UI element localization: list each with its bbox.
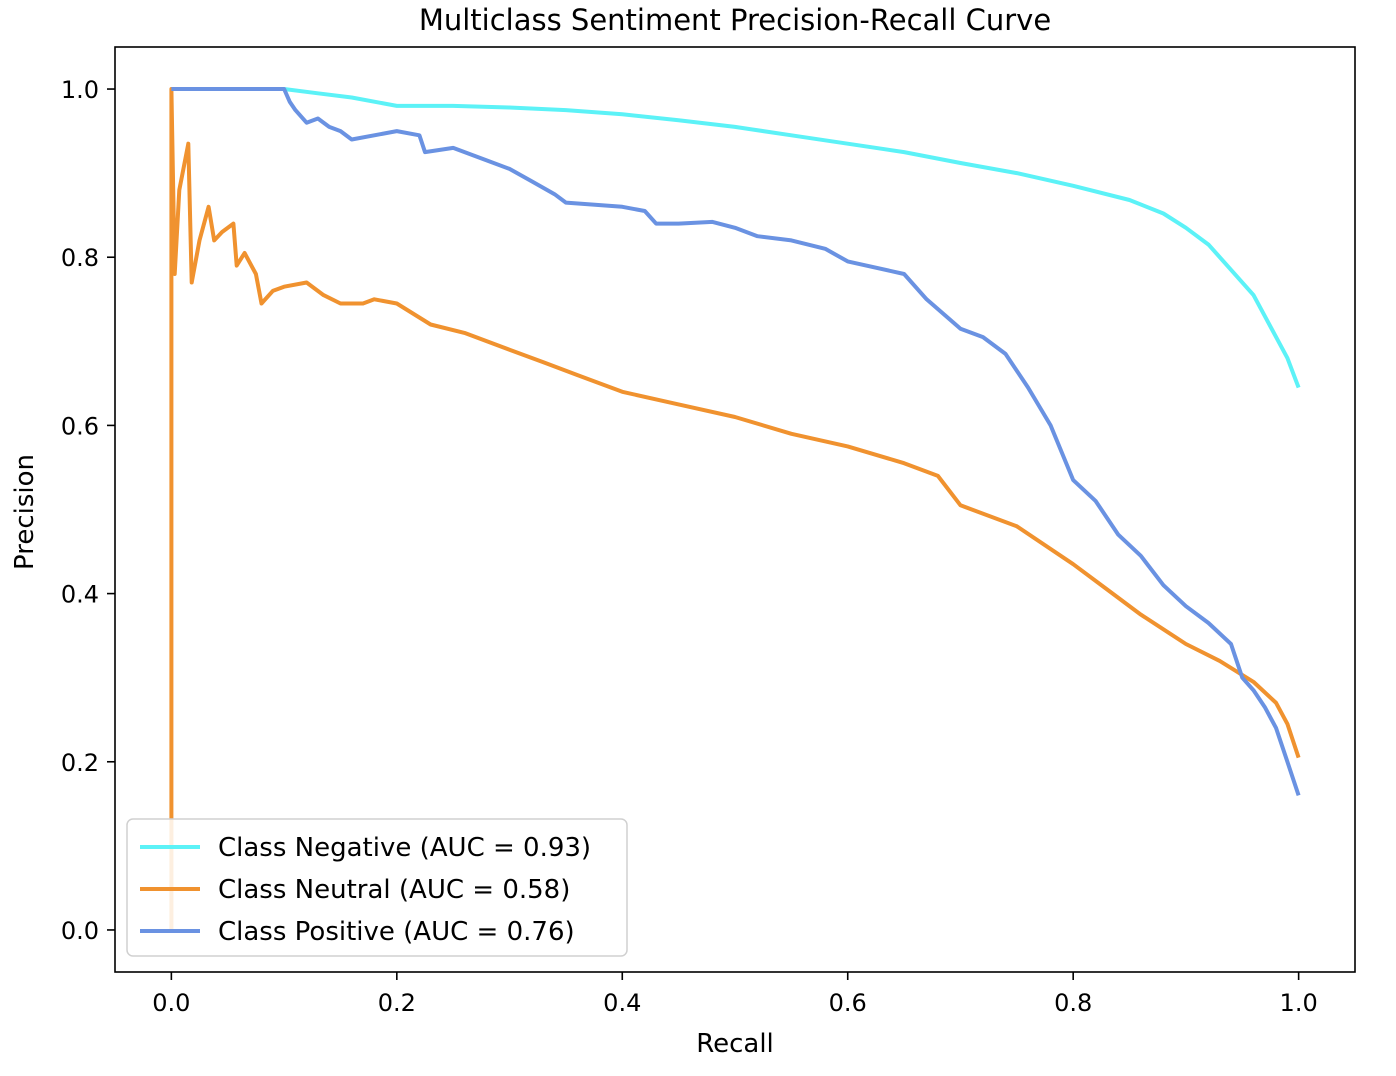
series-line-1 [169, 87, 1301, 930]
chart-title: Multiclass Sentiment Precision-Recall Cu… [419, 3, 1051, 37]
x-axis: 0.0 0.2 0.4 0.6 0.8 1.0 [152, 972, 1318, 1017]
legend-label-0: Class Negative (AUC = 0.93) [218, 833, 591, 863]
series-line-0 [171, 87, 1301, 389]
legend-label-2: Class Positive (AUC = 0.76) [218, 917, 575, 947]
plot-frame [114, 46, 1356, 973]
x-tick-label: 0.4 [603, 989, 641, 1017]
x-tick-label: 0.2 [378, 989, 416, 1017]
y-tick-label: 1.0 [61, 76, 99, 104]
legend-frame [126, 818, 628, 957]
x-tick-label: 0.8 [1054, 989, 1092, 1017]
y-axis: 0.0 0.2 0.4 0.6 0.8 1.0 [61, 76, 115, 945]
y-tick-label: 0.8 [61, 244, 99, 272]
plot-area [169, 87, 1301, 930]
y-tick-label: 0.4 [61, 581, 99, 609]
legend-label-1: Class Neutral (AUC = 0.58) [218, 875, 570, 905]
x-tick-label: 0.6 [829, 989, 867, 1017]
x-tick-label: 0.0 [152, 989, 190, 1017]
x-tick-label: 1.0 [1280, 989, 1318, 1017]
y-axis-title: Precision [10, 454, 40, 570]
y-tick-label: 0.6 [61, 412, 99, 440]
y-tick-label: 0.2 [61, 749, 99, 777]
y-tick-label: 0.0 [61, 917, 99, 945]
series-line-2 [171, 87, 1301, 797]
x-axis-title: Recall [696, 1029, 774, 1059]
legend: Class Negative (AUC = 0.93) Class Neutral… [126, 818, 628, 957]
